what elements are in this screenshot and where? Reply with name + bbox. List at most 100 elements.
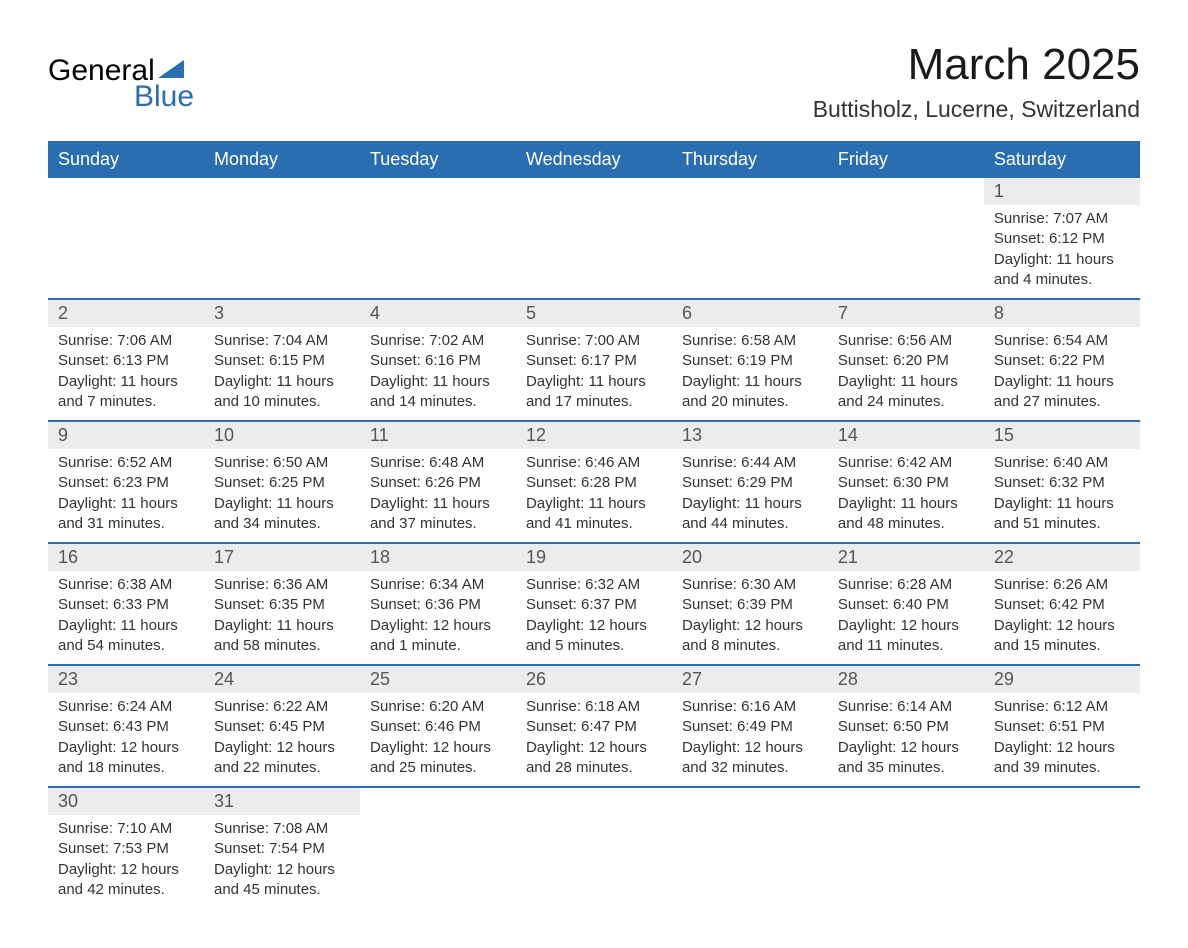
day-cell: Sunrise: 6:16 AMSunset: 6:49 PMDaylight:… — [672, 693, 828, 787]
day-info-line: Sunset: 6:39 PM — [682, 595, 818, 615]
day-info-line: Sunrise: 6:46 AM — [526, 453, 662, 473]
week-daydata-row: Sunrise: 7:06 AMSunset: 6:13 PMDaylight:… — [48, 327, 1140, 421]
day-number: 13 — [672, 421, 828, 449]
day-info-line: Sunset: 6:26 PM — [370, 473, 506, 493]
day-info-line: and 37 minutes. — [370, 514, 506, 534]
day-info-line: and 54 minutes. — [58, 636, 194, 656]
day-info-line: Sunrise: 7:02 AM — [370, 331, 506, 351]
day-info-line: and 20 minutes. — [682, 392, 818, 412]
day-cell-empty — [204, 205, 360, 299]
day-cell: Sunrise: 6:58 AMSunset: 6:19 PMDaylight:… — [672, 327, 828, 421]
day-info-line: Sunrise: 6:16 AM — [682, 697, 818, 717]
day-info-line: and 44 minutes. — [682, 514, 818, 534]
day-header: Tuesday — [360, 142, 516, 177]
day-number-empty — [48, 177, 204, 205]
day-cell: Sunrise: 7:06 AMSunset: 6:13 PMDaylight:… — [48, 327, 204, 421]
day-number-empty — [984, 787, 1140, 815]
day-info-line: and 27 minutes. — [994, 392, 1130, 412]
day-cell-empty — [360, 205, 516, 299]
day-info-line: and 15 minutes. — [994, 636, 1130, 656]
day-info-line: Sunrise: 6:22 AM — [214, 697, 350, 717]
day-number-empty — [672, 177, 828, 205]
day-info-line: and 1 minute. — [370, 636, 506, 656]
day-info-line: Daylight: 12 hours — [838, 738, 974, 758]
day-cell: Sunrise: 6:22 AMSunset: 6:45 PMDaylight:… — [204, 693, 360, 787]
day-info-line: Daylight: 12 hours — [526, 616, 662, 636]
day-info-line: Sunset: 7:54 PM — [214, 839, 350, 859]
week-daynum-row: 1 — [48, 177, 1140, 205]
day-cell: Sunrise: 7:08 AMSunset: 7:54 PMDaylight:… — [204, 815, 360, 908]
day-info-line: Sunset: 6:33 PM — [58, 595, 194, 615]
day-info-line: and 35 minutes. — [838, 758, 974, 778]
day-cell: Sunrise: 6:36 AMSunset: 6:35 PMDaylight:… — [204, 571, 360, 665]
day-number: 24 — [204, 665, 360, 693]
day-info-line: Sunset: 6:20 PM — [838, 351, 974, 371]
day-info-line: Sunset: 6:51 PM — [994, 717, 1130, 737]
day-cell: Sunrise: 6:44 AMSunset: 6:29 PMDaylight:… — [672, 449, 828, 543]
week-daydata-row: Sunrise: 6:52 AMSunset: 6:23 PMDaylight:… — [48, 449, 1140, 543]
day-cell: Sunrise: 6:46 AMSunset: 6:28 PMDaylight:… — [516, 449, 672, 543]
day-info-line: and 42 minutes. — [58, 880, 194, 900]
day-info-line: and 48 minutes. — [838, 514, 974, 534]
day-info-line: Sunrise: 7:07 AM — [994, 209, 1130, 229]
day-number-empty — [672, 787, 828, 815]
day-info-line: Daylight: 12 hours — [994, 616, 1130, 636]
day-number: 16 — [48, 543, 204, 571]
location: Buttisholz, Lucerne, Switzerland — [813, 96, 1140, 123]
day-info-line: Daylight: 11 hours — [994, 372, 1130, 392]
day-cell: Sunrise: 6:40 AMSunset: 6:32 PMDaylight:… — [984, 449, 1140, 543]
day-cell: Sunrise: 6:32 AMSunset: 6:37 PMDaylight:… — [516, 571, 672, 665]
day-info-line: Sunset: 6:37 PM — [526, 595, 662, 615]
day-info-line: and 34 minutes. — [214, 514, 350, 534]
day-info-line: Sunset: 6:35 PM — [214, 595, 350, 615]
day-info-line: Daylight: 11 hours — [58, 616, 194, 636]
day-number: 14 — [828, 421, 984, 449]
day-info-line: Sunrise: 6:26 AM — [994, 575, 1130, 595]
day-info-line: Sunset: 6:32 PM — [994, 473, 1130, 493]
day-number-empty — [360, 787, 516, 815]
day-info-line: Sunset: 6:19 PM — [682, 351, 818, 371]
day-cell: Sunrise: 6:54 AMSunset: 6:22 PMDaylight:… — [984, 327, 1140, 421]
day-info-line: Daylight: 12 hours — [682, 616, 818, 636]
day-info-line: Sunset: 6:50 PM — [838, 717, 974, 737]
week-daynum-row: 3031 — [48, 787, 1140, 815]
week-daydata-row: Sunrise: 7:10 AMSunset: 7:53 PMDaylight:… — [48, 815, 1140, 908]
day-info-line: Sunrise: 6:54 AM — [994, 331, 1130, 351]
day-cell: Sunrise: 7:04 AMSunset: 6:15 PMDaylight:… — [204, 327, 360, 421]
week-daynum-row: 9101112131415 — [48, 421, 1140, 449]
day-number: 2 — [48, 299, 204, 327]
day-info-line: Sunrise: 6:18 AM — [526, 697, 662, 717]
day-info-line: Daylight: 11 hours — [58, 372, 194, 392]
day-info-line: Daylight: 11 hours — [370, 372, 506, 392]
day-info-line: Sunset: 6:23 PM — [58, 473, 194, 493]
logo-text-blue: Blue — [134, 80, 194, 114]
day-number-empty — [516, 177, 672, 205]
day-info-line: and 41 minutes. — [526, 514, 662, 534]
day-number: 23 — [48, 665, 204, 693]
day-info-line: Sunrise: 6:32 AM — [526, 575, 662, 595]
day-number-empty — [828, 177, 984, 205]
month-title: March 2025 — [813, 40, 1140, 90]
day-info-line: and 18 minutes. — [58, 758, 194, 778]
day-number: 28 — [828, 665, 984, 693]
day-info-line: Sunrise: 6:14 AM — [838, 697, 974, 717]
day-info-line: and 22 minutes. — [214, 758, 350, 778]
day-info-line: Sunrise: 6:56 AM — [838, 331, 974, 351]
day-info-line: Sunset: 6:49 PM — [682, 717, 818, 737]
day-info-line: Sunset: 6:22 PM — [994, 351, 1130, 371]
day-info-line: and 24 minutes. — [838, 392, 974, 412]
day-info-line: Sunset: 6:25 PM — [214, 473, 350, 493]
day-cell: Sunrise: 6:20 AMSunset: 6:46 PMDaylight:… — [360, 693, 516, 787]
day-info-line: Daylight: 12 hours — [838, 616, 974, 636]
day-info-line: Daylight: 12 hours — [370, 738, 506, 758]
logo-triangle-icon — [158, 60, 184, 78]
day-info-line: Daylight: 11 hours — [682, 372, 818, 392]
day-cell-empty — [672, 815, 828, 908]
day-info-line: Sunset: 6:29 PM — [682, 473, 818, 493]
day-number: 19 — [516, 543, 672, 571]
day-info-line: Daylight: 11 hours — [214, 494, 350, 514]
day-info-line: Sunrise: 6:20 AM — [370, 697, 506, 717]
day-cell: Sunrise: 6:56 AMSunset: 6:20 PMDaylight:… — [828, 327, 984, 421]
day-cell: Sunrise: 6:48 AMSunset: 6:26 PMDaylight:… — [360, 449, 516, 543]
day-cell-empty — [360, 815, 516, 908]
